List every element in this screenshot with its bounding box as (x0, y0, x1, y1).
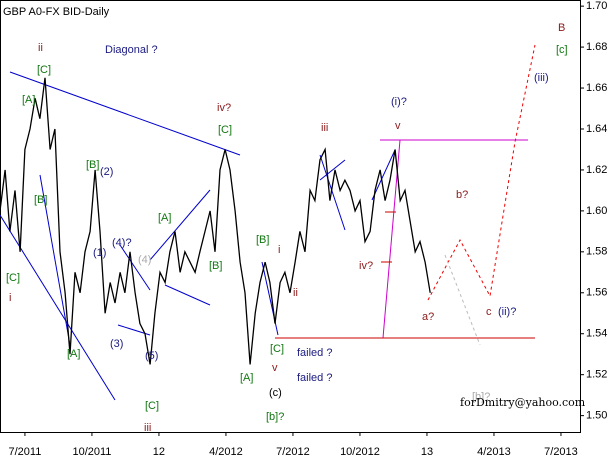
x-tick-label: 12 (153, 446, 165, 458)
wave-label: [A] (240, 372, 253, 384)
x-tick-label: 7/2011 (9, 446, 42, 458)
y-tick-label: 1.52 (586, 369, 607, 381)
wave-label: failed ? (297, 372, 332, 384)
wave-label: ii (38, 42, 43, 54)
y-tick-label: 1.56 (586, 287, 607, 299)
wave-label: [B] (256, 234, 269, 246)
wave-label: [c] (556, 44, 568, 56)
wave-label: c (486, 306, 492, 318)
wave-label: [B] (209, 260, 222, 272)
wave-label: failed ? (297, 347, 332, 359)
wave-label: (1) (93, 247, 106, 259)
wave-label: b? (456, 189, 468, 201)
wave-label: [C] (6, 272, 20, 284)
wave-label: (i)? (391, 96, 407, 108)
wave-label: (iii) (534, 72, 549, 84)
wave-label: [C] (270, 343, 284, 355)
x-tick-label: 7/2012 (276, 446, 310, 458)
y-tick-label: 1.70 (586, 0, 607, 12)
y-tick-label: 1.66 (586, 82, 607, 94)
price-line (0, 77, 431, 365)
x-tick-label: 7/2013 (544, 446, 578, 458)
y-tick-label: 1.54 (586, 328, 607, 340)
wave-label: (c) (269, 387, 282, 399)
wave-label: iv? (359, 260, 373, 272)
wave-label: [B] (86, 159, 99, 171)
wave-label: [b]? (472, 391, 490, 403)
y-tick-label: 1.50 (586, 410, 607, 422)
x-tick-label: 4/2012 (209, 446, 243, 458)
wave-label: [A] (67, 348, 80, 360)
wave-label: B (558, 22, 565, 34)
wave-label: i (9, 292, 11, 304)
wave-label: (4)? (112, 237, 132, 249)
y-tick-label: 1.60 (586, 205, 607, 217)
y-tick-label: 1.58 (586, 246, 607, 258)
wave-label: (2) (100, 166, 113, 178)
y-tick-label: 1.68 (586, 41, 607, 53)
wave-label: iii (144, 422, 151, 434)
wave-label: [C] (145, 400, 159, 412)
wave-label: (ii)? (498, 306, 516, 318)
wave-label: i (278, 244, 280, 256)
wave-label: (4) (138, 254, 151, 266)
wave-label: forDmitry@yahoo.com (460, 396, 586, 409)
wave-label: (3) (110, 338, 123, 350)
wave-label: [b]? (266, 411, 284, 423)
wave-label: [C] (37, 64, 51, 76)
wave-label: iv? (217, 102, 231, 114)
wave-label: [A] (22, 94, 35, 106)
wave-label: (5) (145, 350, 158, 362)
x-tick-label: 10/2011 (72, 446, 111, 458)
wave-label: v (272, 362, 278, 374)
y-tick-label: 1.64 (586, 123, 607, 135)
x-tick-label: 13 (421, 446, 433, 458)
y-tick-label: 1.62 (586, 164, 607, 176)
plot-frame (0, 0, 581, 433)
chart-title: GBP A0-FX BID-Daily (3, 6, 110, 18)
x-tick-label: 4/2013 (477, 446, 511, 458)
wave-label: Diagonal ? (105, 44, 158, 56)
wave-label: a? (422, 311, 434, 323)
wave-label: iii (321, 122, 328, 134)
wave-label: [B] (34, 194, 47, 206)
wave-label: v (395, 120, 401, 132)
wave-label: ii (293, 287, 298, 299)
wave-label: [A] (158, 212, 171, 224)
wave-label: [C] (218, 124, 232, 136)
x-tick-label: 10/2012 (340, 446, 380, 458)
